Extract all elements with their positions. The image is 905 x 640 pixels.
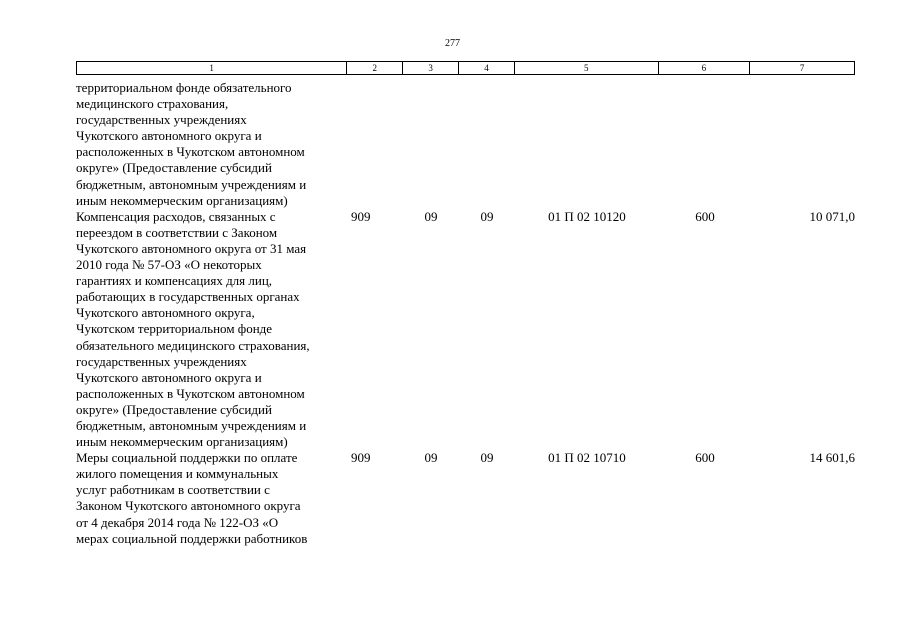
row-name-cell: территориальном фонде обязательного меди… [76, 80, 307, 208]
page-number: 277 [445, 38, 460, 49]
column-header-7: 7 [799, 63, 805, 73]
section-code-cell: 09 [424, 208, 438, 224]
table-row: территориальном фонде обязательного меди… [76, 80, 855, 209]
target-article-cell [515, 80, 659, 209]
amount-cell: 10 071,0 [809, 208, 856, 224]
row-name-cell: Компенсация расходов, связанных с переез… [76, 208, 310, 450]
table-row: Меры социальной поддержки по оплате жило… [76, 450, 855, 547]
table-body: территориальном фонде обязательного меди… [76, 80, 855, 547]
section-code-cell: 09 [424, 450, 438, 466]
subsection-code-cell: 09 [480, 450, 494, 466]
subsection-code-cell [459, 80, 515, 209]
expense-type-cell: 600 [695, 450, 715, 466]
expense-type-cell [659, 80, 751, 209]
column-header-6: 6 [659, 62, 751, 74]
ministry-code-cell: 909 [351, 208, 371, 224]
expense-type-cell: 600 [695, 208, 715, 224]
section-code-cell [403, 80, 459, 209]
column-header-3: 3 [403, 62, 460, 74]
column-header-1: 1 [77, 62, 348, 74]
column-header-4: 4 [459, 62, 515, 74]
row-name-cell: Меры социальной поддержки по оплате жило… [76, 450, 308, 546]
subsection-code-cell: 09 [480, 208, 494, 224]
target-article-cell: 01 П 02 10710 [548, 450, 626, 466]
amount-cell: 14 601,6 [809, 450, 856, 466]
target-article-cell: 01 П 02 10120 [548, 208, 626, 224]
column-header-2: 2 [347, 62, 404, 74]
column-header-5: 5 [515, 62, 659, 74]
table-row: Компенсация расходов, связанных с переез… [76, 209, 855, 450]
ministry-code-cell: 909 [351, 450, 371, 466]
amount-cell [751, 80, 855, 209]
table-header-row: 1 2 3 4 5 6 7 [76, 61, 855, 75]
ministry-code-cell [347, 80, 403, 209]
